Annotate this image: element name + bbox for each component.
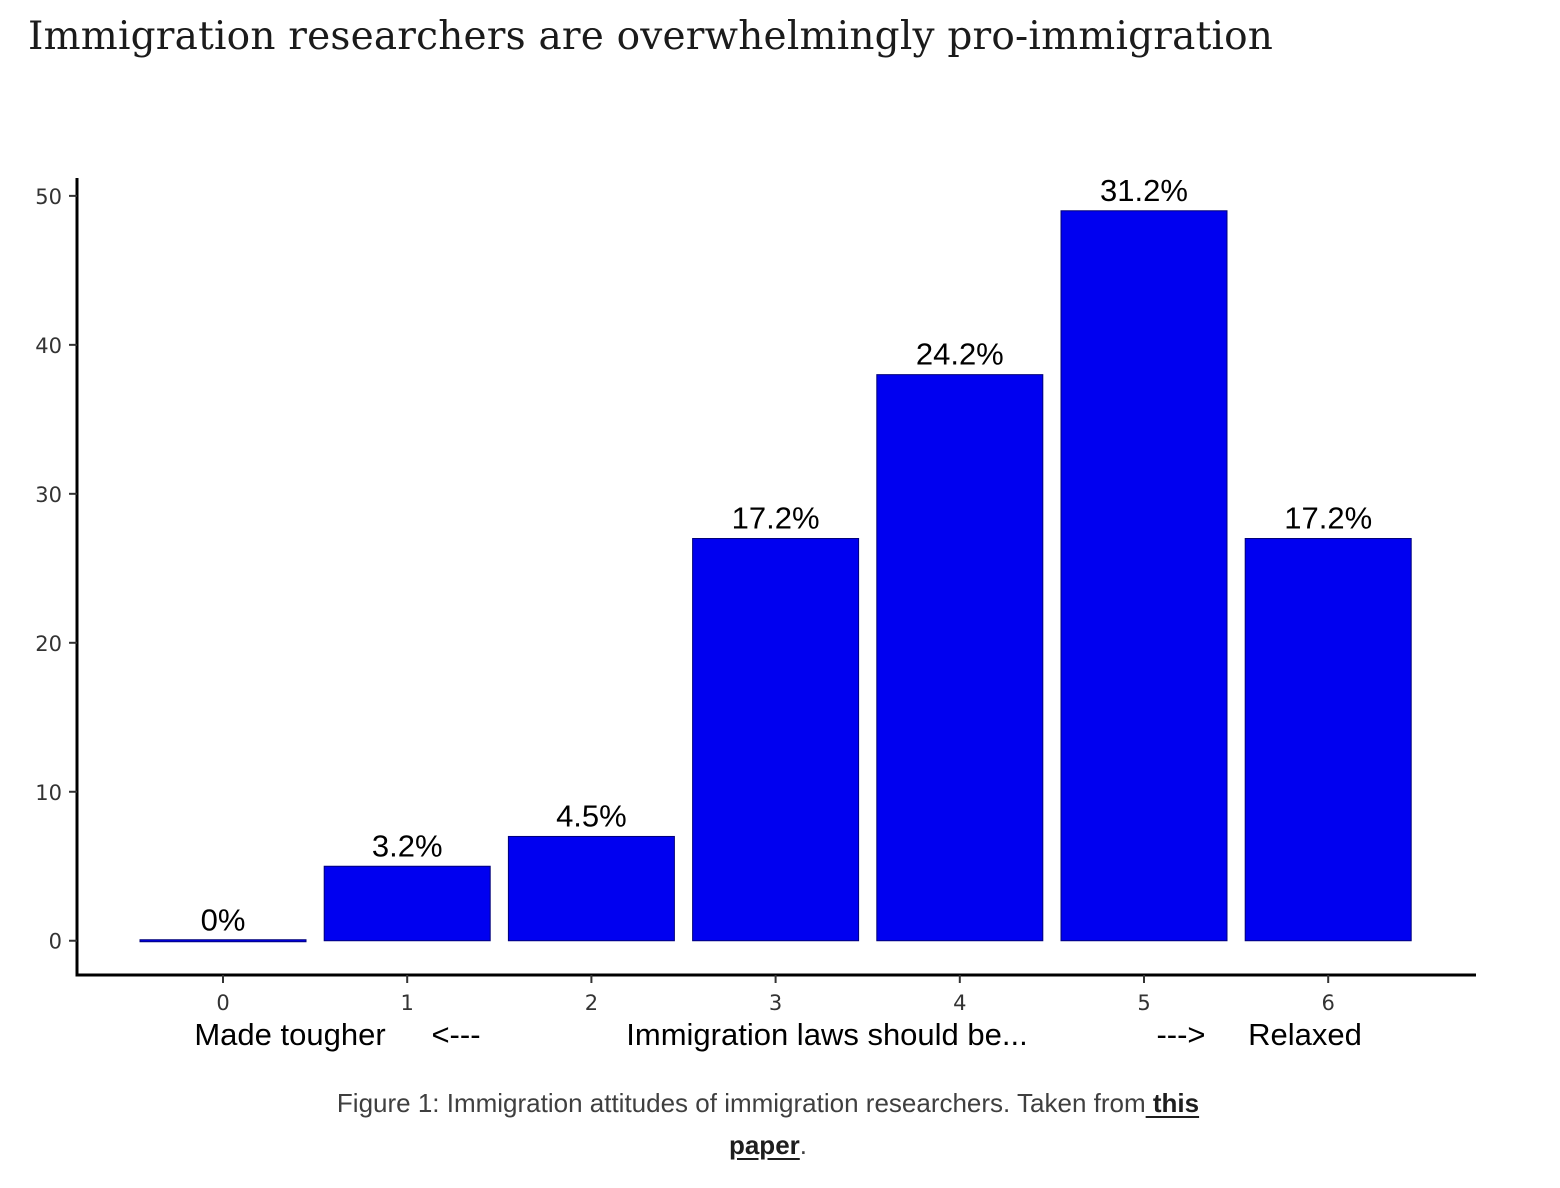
annotation-right-arrow: ---> — [1156, 1017, 1205, 1052]
chart-tick-labels: 0 10 20 30 40 50 0 1 2 3 4 5 6 — [35, 185, 1335, 1015]
annotation-made-tougher: Made tougher — [194, 1017, 385, 1052]
bar-data-label: 0% — [201, 903, 246, 938]
chart-axis-annotations: Made tougher <--- Immigration laws should … — [194, 1017, 1362, 1052]
bar-data-label: 24.2% — [916, 337, 1004, 372]
chart-bars — [139, 210, 1412, 943]
bar-data-label: 3.2% — [372, 828, 443, 863]
bar-data-label: 31.2% — [1100, 173, 1188, 208]
annotation-relaxed: Relaxed — [1248, 1017, 1362, 1052]
y-tick-label: 0 — [49, 930, 62, 954]
bar — [323, 865, 491, 942]
caption-text: Figure 1: Immigration attitudes of immig… — [336, 1088, 1146, 1118]
x-tick-label: 0 — [216, 991, 229, 1015]
bar — [1244, 538, 1412, 942]
y-tick-label: 50 — [35, 185, 62, 209]
bar-data-label: 17.2% — [1284, 501, 1372, 536]
x-tick-label: 2 — [585, 991, 598, 1015]
bar — [139, 939, 307, 943]
annotation-center-label: Immigration laws should be... — [626, 1017, 1027, 1052]
chart-axes — [69, 178, 1476, 983]
caption-link-this[interactable]: this — [1145, 1088, 1200, 1118]
x-tick-label: 6 — [1322, 991, 1335, 1015]
bar — [1060, 210, 1228, 942]
chart-data-labels: 0% 3.2% 4.5% 17.2% 24.2% 31.2% 17.2% — [201, 173, 1373, 938]
caption-link-paper[interactable]: paper — [728, 1130, 800, 1160]
x-tick-label: 5 — [1137, 991, 1150, 1015]
y-tick-label: 30 — [35, 483, 62, 507]
x-tick-label: 1 — [401, 991, 414, 1015]
x-tick-label: 3 — [769, 991, 782, 1015]
y-tick-label: 20 — [35, 632, 62, 656]
caption-line-1: Figure 1: Immigration attitudes of immig… — [0, 1082, 1536, 1124]
bar-data-label: 4.5% — [556, 798, 627, 833]
y-tick-label: 10 — [35, 781, 62, 805]
bar-data-label: 17.2% — [732, 501, 820, 536]
figure-caption: Figure 1: Immigration attitudes of immig… — [0, 1082, 1536, 1166]
bar — [507, 835, 675, 942]
y-tick-label: 40 — [35, 334, 62, 358]
bar — [692, 538, 860, 942]
annotation-left-arrow: <--- — [431, 1017, 480, 1052]
caption-suffix: . — [799, 1130, 808, 1160]
bar — [876, 374, 1044, 942]
x-tick-label: 4 — [953, 991, 966, 1015]
page-title: Immigration researchers are overwhelming… — [28, 14, 1274, 59]
caption-line-2: paper. — [0, 1124, 1536, 1166]
